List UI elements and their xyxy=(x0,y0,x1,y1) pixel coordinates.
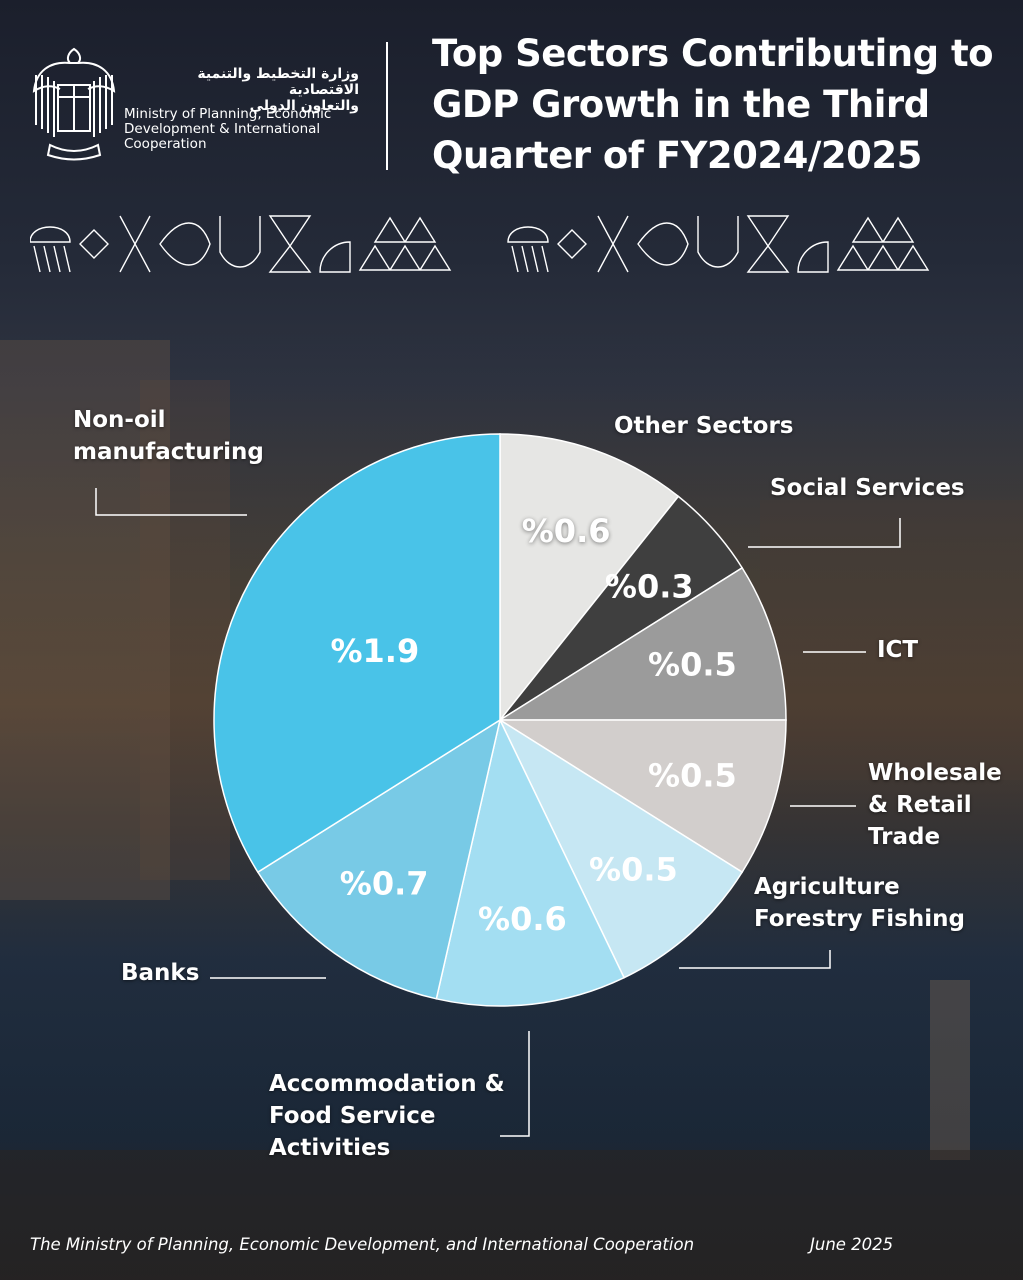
label-other-sectors: Other Sectors xyxy=(614,413,794,439)
pie-slice-2 xyxy=(497,566,787,721)
leader-line-social-services xyxy=(748,518,901,548)
label-banks: Banks xyxy=(121,960,200,986)
leader-line-agriculture xyxy=(679,950,831,969)
footer-date: June 2025 xyxy=(810,1235,894,1254)
label-non-oil: Non-oil manufacturing xyxy=(73,404,264,468)
label-agriculture: Agriculture Forestry Fishing xyxy=(754,871,965,935)
label-wholesale: Wholesale & Retail Trade xyxy=(868,757,1002,853)
label-non-oil-line2: manufacturing xyxy=(73,439,264,465)
value-label-1: %0.3 xyxy=(605,568,694,606)
label-social-services: Social Services xyxy=(770,475,965,501)
pie-slice-5 xyxy=(435,717,626,1007)
value-label-6: %0.7 xyxy=(340,864,429,902)
label-wholesale-line2: & Retail xyxy=(868,792,972,818)
pie-slice-3 xyxy=(497,719,787,874)
label-wholesale-line3: Trade xyxy=(868,824,941,850)
value-label-0: %0.6 xyxy=(522,512,611,550)
header-divider xyxy=(386,42,388,170)
footer-source: The Ministry of Planning, Economic Devel… xyxy=(30,1235,695,1254)
pie-slice-6 xyxy=(256,718,502,1000)
ministry-name-ar-line1: وزارة التخطيط والتنمية الاقتصادية xyxy=(197,66,359,98)
pie-slice-4 xyxy=(498,717,744,979)
value-label-4: %0.5 xyxy=(589,850,678,888)
ministry-name-english: Ministry of Planning, Economic Developme… xyxy=(124,106,332,152)
label-non-oil-line1: Non-oil xyxy=(73,407,166,433)
leader-line-accommodation xyxy=(500,1031,530,1137)
value-label-5: %0.6 xyxy=(478,900,567,938)
eagle-emblem-icon xyxy=(32,47,116,161)
ministry-name-ar-line2: والتعاون الدولي xyxy=(249,98,359,114)
label-agriculture-line1: Agriculture xyxy=(754,874,900,900)
label-accommodation-line3: Activities xyxy=(269,1135,391,1161)
label-accommodation: Accommodation & Food Service Activities xyxy=(269,1068,505,1164)
ministry-name-arabic: وزارة التخطيط والتنمية الاقتصادية والتعا… xyxy=(124,66,359,114)
value-label-2: %0.5 xyxy=(648,646,737,684)
leader-line-non-oil xyxy=(95,488,247,516)
pie-slice-0 xyxy=(499,433,680,723)
value-label-7: %1.9 xyxy=(330,632,419,670)
page-title: Top Sectors Contributing to GDP Growth i… xyxy=(432,32,994,177)
label-wholesale-line1: Wholesale xyxy=(868,760,1002,786)
label-agriculture-line2: Forestry Fishing xyxy=(754,906,965,932)
label-ict: ICT xyxy=(877,637,919,663)
label-accommodation-line2: Food Service xyxy=(269,1103,436,1129)
ornamental-pattern-band xyxy=(30,215,930,273)
pie-slice-7 xyxy=(213,433,501,874)
label-accommodation-line1: Accommodation & xyxy=(269,1071,505,1097)
value-label-3: %0.5 xyxy=(648,756,737,794)
